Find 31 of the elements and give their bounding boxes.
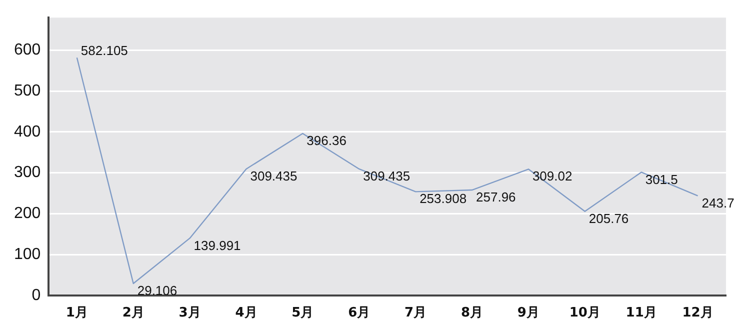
data-label: 139.991 (194, 238, 241, 253)
data-label: 205.76 (588, 210, 629, 226)
x-tick-label: 11月 (626, 306, 657, 321)
x-tick-label: 2月 (122, 306, 144, 321)
x-tick-label: 12月 (682, 306, 714, 321)
data-label: 243.7 (702, 195, 734, 210)
y-tick-label: 600 (14, 42, 41, 59)
y-tick-label: 0 (32, 286, 41, 304)
x-tick-label: 5月 (292, 306, 314, 321)
x-tick-label: 10月 (569, 306, 600, 321)
y-tick-label: 300 (14, 164, 41, 182)
x-tick-label: 8月 (460, 306, 484, 321)
data-label: 309.02 (532, 168, 572, 184)
x-tick-label: 3月 (178, 306, 201, 321)
y-tick-label: 400 (14, 123, 41, 140)
data-label: 257.96 (476, 190, 516, 205)
x-tick-label: 9月 (517, 306, 540, 321)
data-label: 396.36 (306, 133, 346, 148)
data-label: 29.106 (137, 283, 178, 298)
data-label: 301.5 (645, 172, 678, 187)
x-tick-label: 4月 (235, 306, 258, 321)
x-tick-label: 6月 (348, 306, 370, 321)
x-tick-label: 7月 (404, 306, 427, 321)
x-tick-label: 1月 (66, 306, 88, 321)
data-label: 309.435 (363, 168, 410, 184)
y-tick-label: 500 (14, 82, 41, 100)
data-label: 309.435 (250, 168, 298, 184)
y-tick-label: 100 (14, 246, 41, 263)
data-label: 582.105 (80, 43, 128, 58)
data-label: 253.908 (420, 191, 467, 206)
y-tick-label: 200 (14, 205, 41, 222)
